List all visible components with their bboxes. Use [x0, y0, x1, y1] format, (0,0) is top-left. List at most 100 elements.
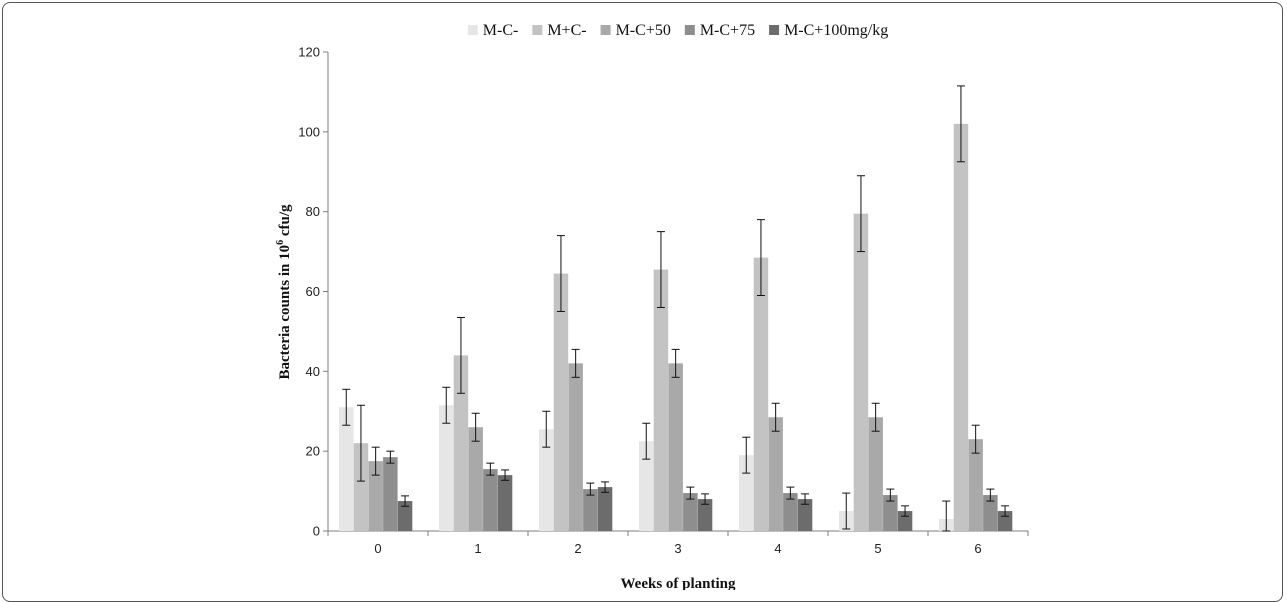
y-tick-label: 100 — [298, 124, 320, 139]
error-bar — [371, 446, 380, 476]
error-bar — [456, 316, 465, 394]
error-bar — [756, 219, 765, 296]
error-bar — [786, 486, 795, 500]
error-bar — [942, 500, 951, 532]
bar — [339, 407, 354, 531]
error-bar — [842, 492, 851, 530]
bar — [639, 441, 654, 531]
legend-label: M+C- — [547, 22, 586, 39]
bar — [653, 269, 669, 531]
bar — [797, 499, 813, 531]
error-bar — [386, 450, 395, 464]
y-axis-title-suffix: cfu/g — [277, 204, 293, 240]
error-bar — [601, 481, 610, 493]
y-tick-label: 20 — [306, 444, 320, 459]
bar — [683, 493, 698, 531]
error-bar — [971, 424, 980, 454]
bar — [483, 469, 498, 531]
bar — [597, 487, 613, 531]
error-bar — [571, 348, 580, 378]
error-bar — [871, 402, 880, 432]
bar — [497, 475, 513, 531]
error-bar — [442, 386, 451, 424]
error-bar — [342, 388, 351, 426]
bar — [453, 355, 469, 531]
x-axis: 0 1 2 3 4 5 6 — [327, 530, 1029, 556]
y-axis-title-prefix: Bacteria counts in 10 — [277, 245, 293, 380]
error-bar — [556, 235, 565, 312]
legend-swatch — [532, 25, 543, 35]
bar — [368, 461, 383, 531]
x-tick-label: 5 — [874, 541, 881, 556]
legend-swatch — [467, 25, 478, 35]
error-bar — [901, 505, 910, 517]
error-bar — [956, 85, 965, 163]
x-tick-label: 1 — [474, 541, 481, 556]
legend-swatch — [684, 25, 695, 35]
legend-swatch — [600, 25, 611, 35]
bar — [868, 417, 883, 531]
x-axis-title: Weeks of planting — [620, 576, 736, 590]
bar — [753, 257, 769, 531]
error-bar — [742, 436, 751, 474]
bar — [883, 495, 898, 531]
error-bar — [586, 482, 595, 496]
bar — [353, 443, 369, 531]
y-tick-label: 60 — [306, 284, 320, 299]
error-bar — [801, 493, 810, 505]
error-bar — [701, 493, 710, 505]
bar — [783, 493, 798, 531]
bar — [553, 273, 569, 531]
error-bar — [886, 488, 895, 502]
error-bar — [542, 410, 551, 448]
error-bar — [356, 404, 365, 482]
error-bar — [486, 462, 495, 476]
error-bar — [856, 175, 865, 253]
error-bar — [642, 422, 651, 460]
x-tick-label: 4 — [774, 541, 781, 556]
y-axis-title: Bacteria counts in 106 cfu/g — [275, 204, 293, 379]
bars — [339, 123, 1013, 531]
bar — [439, 405, 454, 531]
error-bar — [771, 402, 780, 432]
x-tick-label: 6 — [974, 541, 981, 556]
y-tick-label: 40 — [306, 364, 320, 379]
legend-swatch — [769, 25, 780, 35]
error-bars — [342, 85, 1010, 532]
error-bar — [401, 495, 410, 507]
error-bar — [471, 412, 480, 442]
y-tick-label: 120 — [298, 45, 320, 60]
bar — [397, 501, 413, 531]
bar — [583, 489, 598, 531]
bar — [768, 417, 783, 531]
bar — [383, 457, 398, 531]
error-bar — [501, 469, 510, 481]
error-bar — [686, 486, 695, 500]
x-tick-label: 3 — [674, 541, 681, 556]
y-axis: 0 20 40 60 80 100 120 — [298, 45, 329, 539]
error-bar — [986, 488, 995, 502]
error-bar — [656, 231, 665, 308]
bar — [468, 427, 483, 531]
legend-label: M-C+100mg/kg — [784, 22, 888, 39]
bar — [968, 439, 983, 531]
legend-label: M-C- — [483, 22, 519, 39]
bar — [739, 455, 754, 531]
bar — [983, 495, 998, 531]
bar — [539, 429, 554, 531]
y-tick-label: 80 — [306, 204, 320, 219]
y-axis-title-exponent: 6 — [275, 240, 286, 245]
bar — [668, 363, 683, 531]
legend-label: M-C+50 — [616, 22, 671, 39]
error-bar — [1001, 505, 1010, 517]
bar — [568, 363, 583, 531]
bar — [697, 499, 713, 531]
error-bar — [671, 348, 680, 378]
x-tick-label: 2 — [574, 541, 581, 556]
y-tick-label: 0 — [313, 524, 320, 539]
bar — [953, 123, 969, 531]
legend-label: M-C+75 — [700, 22, 755, 39]
legend: M-C- M+C- M-C+50 M-C+75 M-C+100mg/kg — [467, 22, 888, 39]
bar — [853, 213, 869, 531]
